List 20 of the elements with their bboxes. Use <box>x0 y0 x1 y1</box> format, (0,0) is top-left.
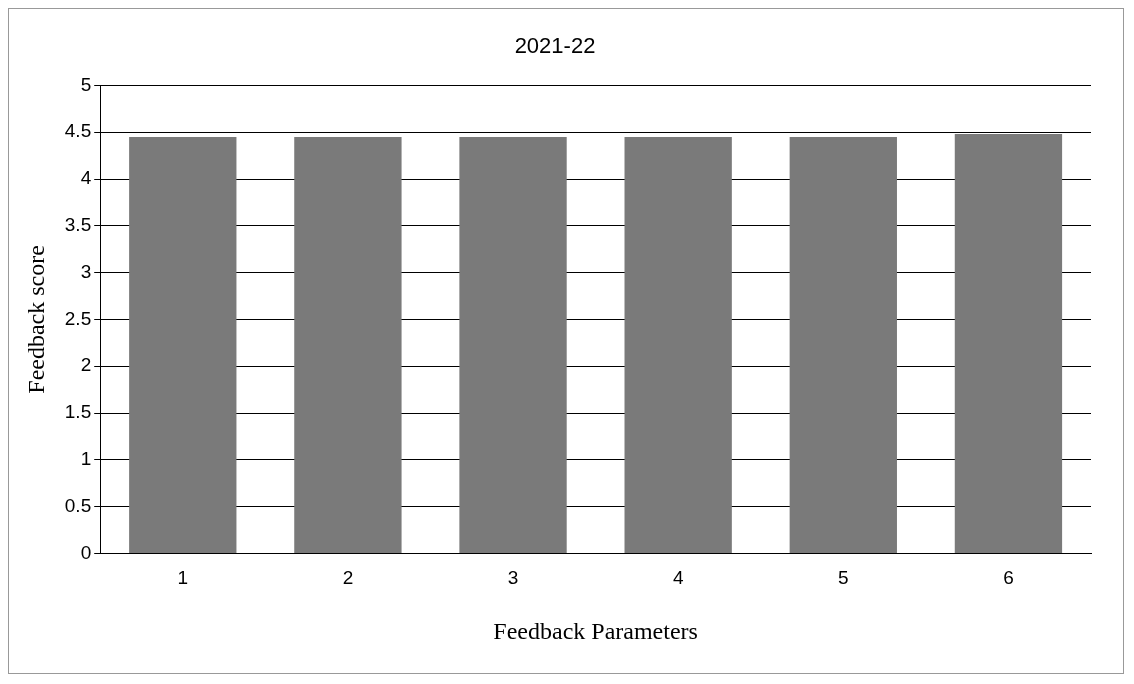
y-tick-label: 3.5 <box>64 214 92 236</box>
y-tick-label: 2.5 <box>64 307 92 329</box>
y-tick-label: 1 <box>80 448 92 470</box>
y-tick-label: 4 <box>80 167 92 189</box>
y-tick-label: 5 <box>80 73 92 95</box>
y-tick-label: 1.5 <box>64 401 92 423</box>
y-tick-label: 0.5 <box>64 494 92 516</box>
x-tick-label: 5 <box>838 567 849 589</box>
x-tick-label: 3 <box>507 567 519 589</box>
x-tick-label: 6 <box>1003 567 1014 589</box>
x-tick-label: 1 <box>177 567 189 589</box>
x-tick-label: 4 <box>672 567 684 589</box>
chart-title: 2021-22 <box>514 33 596 59</box>
y-axis-title: Feedback score <box>22 245 49 394</box>
y-tick-label: 2 <box>80 354 92 376</box>
y-tick-label: 0 <box>80 541 92 563</box>
y-tick-label: 3 <box>80 260 92 282</box>
x-tick-label: 2 <box>342 567 354 589</box>
x-axis-title: Feedback Parameters <box>493 617 698 644</box>
y-tick-label: 4.5 <box>64 120 92 142</box>
